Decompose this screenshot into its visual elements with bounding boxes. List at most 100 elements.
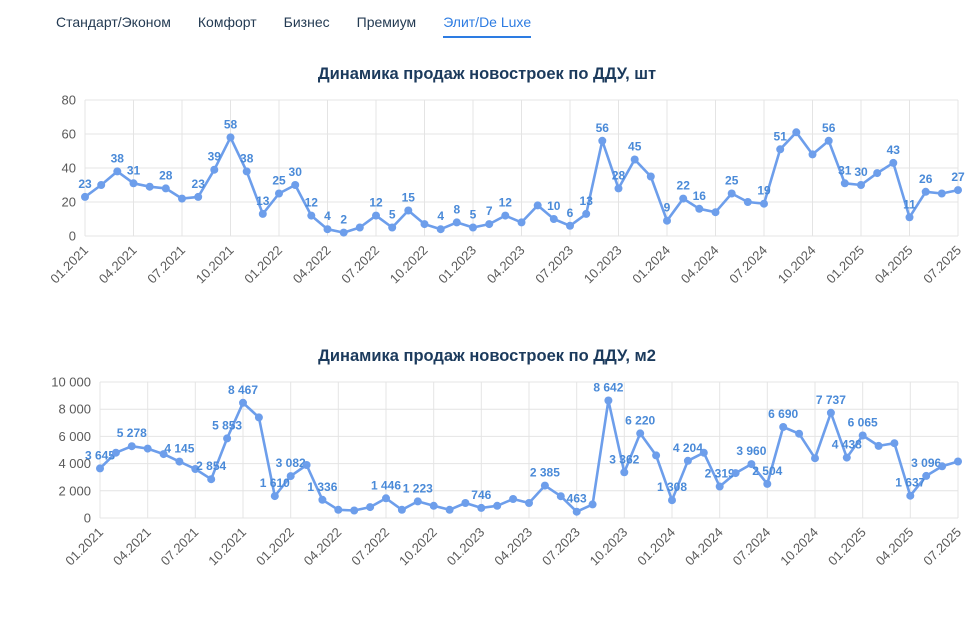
data-point[interactable]: [921, 187, 930, 196]
data-point[interactable]: [533, 201, 542, 210]
tab-business[interactable]: Бизнес: [283, 14, 330, 30]
data-point[interactable]: [760, 199, 768, 208]
data-point[interactable]: [350, 506, 359, 515]
data-point[interactable]: [646, 172, 655, 181]
data-point[interactable]: [905, 213, 914, 222]
data-point[interactable]: [743, 198, 752, 206]
data-point[interactable]: [763, 479, 772, 488]
data-point[interactable]: [857, 181, 865, 189]
data-point[interactable]: [683, 456, 692, 465]
data-point[interactable]: [922, 471, 931, 480]
data-point[interactable]: [663, 216, 671, 225]
data-point[interactable]: [572, 507, 581, 516]
data-point[interactable]: [210, 165, 219, 174]
data-point[interactable]: [113, 167, 122, 176]
data-point[interactable]: [954, 457, 962, 466]
data-point[interactable]: [485, 220, 494, 229]
data-point[interactable]: [711, 208, 720, 217]
data-point[interactable]: [355, 223, 364, 232]
data-point[interactable]: [808, 150, 817, 159]
data-point[interactable]: [382, 494, 390, 503]
data-point[interactable]: [161, 184, 170, 193]
data-point[interactable]: [588, 500, 597, 509]
data-point[interactable]: [614, 184, 623, 193]
data-point[interactable]: [937, 189, 946, 198]
data-point[interactable]: [840, 179, 849, 188]
data-point[interactable]: [652, 451, 661, 460]
data-point[interactable]: [556, 492, 565, 501]
data-point[interactable]: [509, 495, 518, 503]
data-point[interactable]: [636, 429, 645, 438]
data-point[interactable]: [175, 457, 184, 466]
data-point[interactable]: [469, 223, 477, 232]
data-point[interactable]: [96, 464, 104, 473]
data-point[interactable]: [889, 158, 898, 167]
tab-standard-econom[interactable]: Стандарт/Эконом: [56, 14, 171, 30]
data-point[interactable]: [81, 192, 89, 201]
data-point[interactable]: [695, 204, 704, 213]
tab-premium[interactable]: Премиум: [356, 14, 417, 30]
data-point[interactable]: [223, 434, 232, 443]
data-point[interactable]: [874, 441, 883, 450]
data-point[interactable]: [323, 225, 332, 234]
data-point[interactable]: [826, 408, 835, 417]
data-point[interactable]: [517, 218, 526, 227]
data-point[interactable]: [795, 429, 804, 438]
data-point[interactable]: [873, 169, 882, 178]
data-point[interactable]: [824, 136, 833, 145]
tab-elite-deluxe[interactable]: Элит/De Luxe: [443, 14, 532, 38]
data-point[interactable]: [145, 182, 154, 191]
data-point[interactable]: [679, 194, 688, 203]
data-point[interactable]: [501, 211, 510, 220]
data-point[interactable]: [242, 167, 251, 176]
data-point[interactable]: [286, 472, 295, 481]
data-point[interactable]: [254, 413, 263, 422]
data-point[interactable]: [906, 491, 915, 500]
data-point[interactable]: [779, 423, 788, 431]
data-point[interactable]: [191, 465, 200, 473]
data-point[interactable]: [397, 505, 406, 514]
data-point[interactable]: [776, 145, 785, 154]
data-point[interactable]: [270, 492, 279, 501]
data-point[interactable]: [420, 220, 429, 229]
data-point[interactable]: [747, 460, 756, 469]
data-point[interactable]: [372, 211, 380, 220]
data-point[interactable]: [275, 189, 283, 198]
data-point[interactable]: [699, 448, 708, 457]
data-point[interactable]: [366, 503, 375, 512]
data-point[interactable]: [404, 206, 413, 215]
data-point[interactable]: [226, 133, 235, 142]
data-point[interactable]: [549, 215, 558, 223]
data-point[interactable]: [388, 223, 397, 232]
data-point[interactable]: [127, 442, 136, 451]
data-point[interactable]: [858, 431, 867, 440]
data-point[interactable]: [178, 194, 186, 203]
data-point[interactable]: [620, 468, 629, 477]
data-point[interactable]: [258, 209, 267, 218]
data-point[interactable]: [302, 461, 311, 469]
data-point[interactable]: [334, 505, 343, 514]
data-point[interactable]: [477, 503, 486, 512]
data-point[interactable]: [339, 228, 348, 237]
data-point[interactable]: [954, 186, 962, 195]
data-point[interactable]: [97, 181, 106, 189]
data-point[interactable]: [207, 475, 216, 484]
data-point[interactable]: [540, 481, 549, 490]
data-point[interactable]: [890, 439, 899, 448]
data-point[interactable]: [731, 469, 740, 478]
data-point[interactable]: [604, 396, 613, 405]
data-point[interactable]: [598, 136, 607, 145]
data-point[interactable]: [668, 496, 676, 505]
data-point[interactable]: [318, 495, 327, 504]
data-point[interactable]: [194, 192, 203, 201]
data-point[interactable]: [461, 499, 470, 507]
data-point[interactable]: [525, 499, 533, 507]
data-point[interactable]: [143, 444, 152, 453]
data-point[interactable]: [445, 505, 454, 514]
data-point[interactable]: [413, 497, 422, 506]
data-point[interactable]: [842, 453, 851, 462]
data-point[interactable]: [630, 155, 639, 164]
data-point[interactable]: [582, 209, 591, 218]
data-point[interactable]: [307, 211, 316, 220]
data-point[interactable]: [436, 225, 445, 234]
